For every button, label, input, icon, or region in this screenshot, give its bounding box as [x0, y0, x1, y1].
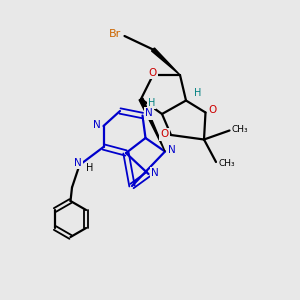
Text: N: N	[74, 158, 82, 168]
Text: H: H	[148, 98, 155, 108]
Text: N: N	[151, 168, 159, 178]
Polygon shape	[152, 48, 180, 75]
Text: O: O	[148, 68, 157, 78]
Text: Br: Br	[109, 28, 121, 39]
Text: O: O	[160, 129, 169, 140]
Text: N: N	[168, 145, 176, 155]
Text: N: N	[145, 108, 153, 118]
Text: O: O	[208, 105, 216, 115]
Text: N: N	[93, 119, 101, 130]
Polygon shape	[139, 98, 165, 152]
Text: CH₃: CH₃	[218, 159, 235, 168]
Text: H: H	[194, 88, 201, 98]
Text: CH₃: CH₃	[232, 124, 248, 134]
Text: H: H	[86, 163, 94, 173]
